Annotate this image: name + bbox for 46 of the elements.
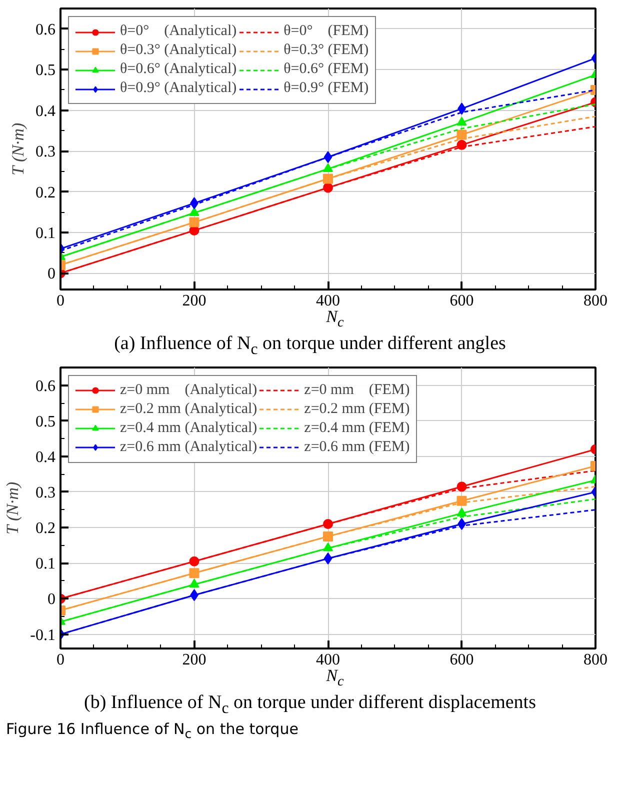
y-tick-label: 0.4 (36, 448, 56, 466)
caption: Figure 16 Influence of N$_{c}$ on the torque (5, 718, 300, 741)
legend-label: z=0 mm (FEM) (304, 382, 410, 399)
legend-label: θ=0.3° (Analytical) (120, 42, 237, 59)
y-axis-title: T (N·m) (3, 481, 22, 534)
y-tick-label: 0.3 (36, 144, 56, 161)
legend-label: z=0 mm (Analytical) (120, 382, 258, 399)
legend-label: z=0.4 mm (Analytical) (120, 420, 258, 437)
legend-label: θ=0° (Analytical) (120, 23, 237, 40)
legend-label: z=0.6 mm (Analytical) (120, 438, 258, 456)
y-tick-label: 0.6 (36, 21, 56, 38)
y-tick-label: 0.2 (36, 184, 56, 202)
y-tick-label: 0 (48, 266, 56, 283)
x-tick-label: 400 (316, 292, 340, 310)
legend-label: z=0.6 mm (FEM) (304, 438, 410, 456)
text: (a) Influence of N$_{c}$ on torque under different angles (113, 332, 507, 359)
y-tick-label: 0.5 (36, 413, 56, 430)
y-tick-label: 0.2 (36, 520, 56, 538)
x-tick-label: 200 (182, 292, 206, 310)
y-axis-title: T (N·m) (8, 122, 28, 176)
legend-label: θ=0.6° (FEM) (284, 61, 369, 78)
x-tick-label: 800 (584, 292, 608, 310)
y-tick-label: 0 (48, 591, 56, 608)
y-tick-label: 0.6 (36, 378, 56, 395)
legend-label: θ=0.9° (FEM) (284, 80, 369, 97)
legend-label: z=0.4 mm (FEM) (304, 420, 410, 437)
legend-label: θ=0.9° (Analytical) (120, 80, 237, 97)
x-tick-label: 600 (450, 651, 474, 668)
y-tick-label: 0.1 (36, 224, 56, 242)
legend-label: z=0.2 mm (Analytical) (120, 400, 258, 418)
x-axis-title: N$_{c}$ (325, 307, 345, 331)
y-tick-label: 0.4 (36, 102, 56, 120)
x-tick-label: 800 (584, 651, 608, 668)
x-tick-label: 600 (450, 292, 474, 310)
legend-label: θ=0.3° (FEM) (284, 42, 369, 59)
y-tick-label: -0.1 (30, 626, 56, 644)
text: (b) Influence of N$_{c}$ on torque under different displacements (83, 690, 537, 718)
legend-label: θ=0° (FEM) (284, 23, 369, 40)
x-axis-title: N$_{c}$ (325, 666, 345, 690)
legend-label: θ=0.6° (Analytical) (120, 61, 237, 78)
legend-label: z=0.2 mm (FEM) (304, 400, 410, 418)
y-tick-label: 0.5 (36, 62, 56, 80)
y-tick-label: 0.3 (36, 484, 56, 502)
x-tick-label: 200 (182, 651, 206, 668)
y-tick-label: 0.1 (36, 556, 56, 573)
x-tick-label: 400 (316, 651, 340, 668)
